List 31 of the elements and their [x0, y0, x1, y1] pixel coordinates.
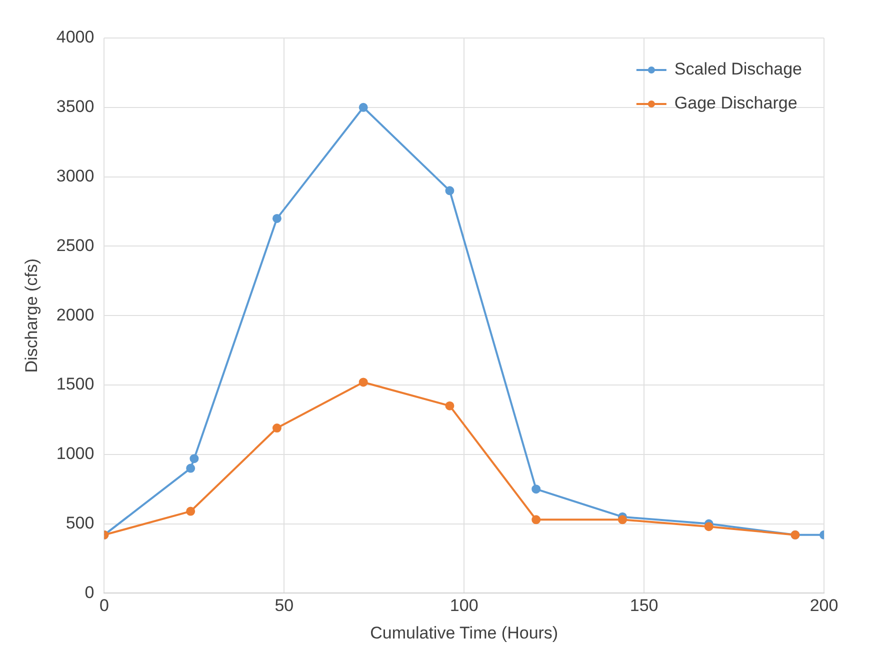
y-tick-label: 2000: [56, 305, 94, 324]
y-tick-label: 2500: [56, 236, 94, 255]
y-tick-label: 500: [66, 513, 94, 532]
x-tick-label: 100: [450, 596, 478, 616]
point: [445, 186, 454, 196]
point: [358, 378, 368, 387]
legend-label: Scaled Dischage: [674, 60, 802, 79]
point: [186, 506, 196, 516]
point: [358, 102, 368, 112]
point: [186, 464, 196, 473]
x-tick-label: 50: [274, 596, 294, 616]
y-axis-title: Discharge (cfs): [22, 258, 41, 373]
x-tick-label: 150: [630, 596, 658, 616]
y-tick-label: 0: [84, 582, 94, 602]
legend-label: Gage Discharge: [674, 94, 798, 113]
x-axis-title: Cumulative Time (Hours): [370, 623, 558, 642]
y-tick-label: 4000: [56, 28, 94, 47]
point: [272, 424, 282, 433]
point: [704, 522, 714, 532]
y-tick-label: 3000: [56, 166, 94, 186]
x-tick-label: 0: [99, 596, 109, 616]
point: [532, 515, 541, 524]
point: [532, 484, 541, 494]
x-tick-label: 200: [810, 596, 838, 616]
y-tick-label: 1500: [56, 374, 94, 394]
y-tick-label: 3500: [56, 97, 94, 116]
point: [190, 454, 199, 464]
point: [272, 214, 282, 223]
y-tick-label: 1000: [56, 444, 94, 464]
point: [618, 515, 627, 524]
point: [445, 401, 454, 410]
